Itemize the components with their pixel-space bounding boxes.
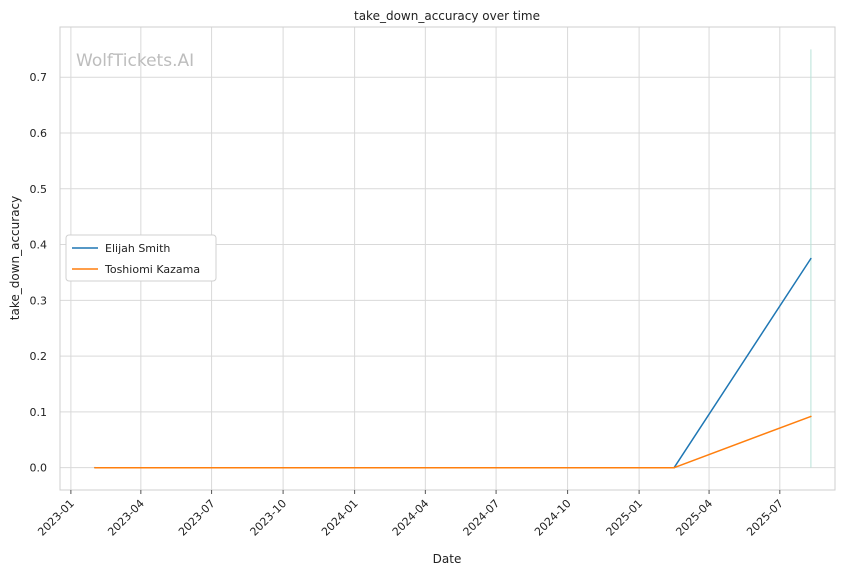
x-tick-label: 2024-07 — [461, 497, 503, 539]
series-line-toshiomi-kazama — [95, 415, 812, 469]
legend: Elijah Smith Toshiomi Kazama — [65, 234, 217, 282]
x-tick-label: 2023-07 — [176, 497, 218, 539]
data-point-toshiomi-kazama — [810, 415, 812, 418]
legend-label-toshiomi-kazama: Toshiomi Kazama — [104, 263, 200, 276]
legend-box — [65, 234, 217, 282]
watermark-text: WolfTickets.AI — [76, 51, 194, 71]
x-tick-label: 2024-10 — [532, 497, 574, 539]
data-point-elijah-smith — [810, 257, 812, 260]
y-tick-label: 0.6 — [30, 127, 48, 140]
y-tick-label: 0.2 — [30, 350, 48, 363]
data-point-toshiomi-kazama — [673, 466, 675, 469]
x-tick-label: 2023-10 — [248, 497, 290, 539]
y-tick-label: 0.3 — [30, 294, 48, 307]
y-tick-label: 0.4 — [30, 239, 48, 252]
y-tick-label: 0.0 — [30, 462, 48, 475]
y-axis-ticks: 0.0 0.1 0.2 0.3 0.4 0.5 0.6 0.7 — [30, 71, 48, 474]
y-tick-label: 0.7 — [30, 71, 48, 84]
y-tick-label: 0.5 — [30, 183, 48, 196]
y-axis-title: take_down_accuracy — [8, 196, 22, 320]
x-tick-label: 2023-01 — [35, 497, 77, 539]
x-tick-label: 2024-01 — [319, 497, 361, 539]
y-tick-label: 0.1 — [30, 406, 48, 419]
x-tick-label: 2025-01 — [604, 497, 646, 539]
x-axis-title: Date — [433, 552, 462, 566]
x-tick-label: 2025-07 — [744, 497, 786, 539]
x-tick-label: 2024-04 — [390, 497, 432, 539]
x-axis-ticks: 2023-01 2023-04 2023-07 2023-10 2024-01 2024-… — [35, 490, 786, 539]
x-tick-label: 2025-04 — [673, 497, 715, 539]
x-tick-label: 2023-04 — [105, 497, 147, 539]
chart-title: take_down_accuracy over time — [354, 9, 540, 23]
series-line-elijah-smith — [95, 258, 812, 469]
series-lines — [94, 257, 812, 469]
plot-area-frame — [59, 26, 836, 491]
legend-label-elijah-smith: Elijah Smith — [105, 242, 170, 255]
data-point-toshiomi-kazama — [94, 466, 96, 469]
